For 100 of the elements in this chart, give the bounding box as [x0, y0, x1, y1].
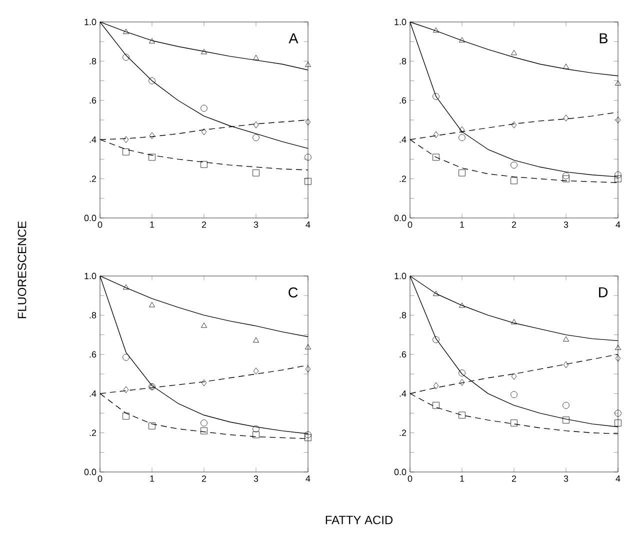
point: [511, 372, 517, 380]
point: [433, 382, 439, 390]
point: [304, 434, 312, 442]
point: [614, 410, 622, 417]
y-tick-label: .4: [90, 136, 96, 143]
point: [511, 319, 517, 324]
point: [122, 148, 130, 156]
point: [615, 80, 621, 86]
annotation: C: [288, 287, 298, 298]
x-tick-label: 4: [616, 476, 620, 482]
point: [510, 391, 518, 398]
point: [510, 420, 518, 426]
x-tick-label: 0: [98, 222, 102, 228]
point: [432, 336, 440, 344]
point: [149, 302, 155, 308]
point: [149, 38, 155, 44]
point: [432, 402, 440, 409]
x-tick-label: 3: [564, 476, 568, 482]
x-tick-label: 2: [512, 476, 516, 482]
point: [614, 171, 622, 178]
x-tick-label: 4: [306, 476, 310, 482]
point: [123, 284, 129, 290]
point: [305, 344, 311, 350]
point: [432, 154, 440, 161]
point: [432, 93, 440, 100]
y-tick-label: 0.0: [394, 214, 406, 222]
point: [148, 154, 156, 161]
point: [563, 336, 569, 342]
point: [510, 177, 518, 184]
point: [201, 322, 207, 328]
y-tick-label: 1.0: [84, 272, 96, 280]
y-tick-label: .8: [400, 312, 406, 318]
point: [253, 54, 259, 60]
annotation: A: [288, 33, 298, 44]
annotation: B: [600, 33, 608, 44]
point: [200, 104, 208, 112]
point: [433, 27, 439, 33]
y-tick-label: 0.0: [394, 468, 406, 476]
x-tick-label: 3: [254, 476, 258, 482]
point: [563, 64, 569, 69]
point: [511, 121, 517, 128]
point: [614, 420, 622, 426]
point: [459, 126, 465, 134]
y-tick-label: .2: [400, 430, 406, 436]
y-tick-label: .4: [90, 390, 96, 397]
y-axis-title: FLUORESCENCE: [18, 221, 26, 318]
point: [252, 425, 260, 432]
point: [252, 431, 260, 438]
point: [252, 134, 260, 142]
y-tick-label: .8: [90, 58, 96, 64]
annotation: D: [599, 287, 608, 298]
y-tick-label: .6: [400, 351, 406, 358]
y-tick-label: .2: [400, 176, 406, 182]
y-tick-label: .2: [90, 430, 96, 436]
point: [562, 172, 570, 180]
point: [615, 354, 621, 362]
point: [253, 368, 259, 374]
point: [433, 290, 439, 296]
point: [201, 48, 207, 54]
y-tick-label: 1.0: [394, 272, 406, 280]
point: [304, 431, 312, 438]
point: [562, 402, 570, 409]
point: [253, 121, 259, 128]
y-tick-label: .6: [400, 97, 406, 104]
x-tick-label: 4: [616, 222, 620, 228]
x-tick-label: 2: [202, 476, 206, 482]
point: [123, 386, 129, 394]
point: [304, 178, 312, 185]
point: [614, 175, 622, 182]
point: [201, 379, 207, 386]
point: [200, 420, 208, 426]
point: [458, 170, 466, 176]
point: [123, 28, 129, 34]
y-tick-label: .8: [400, 58, 406, 64]
point: [123, 136, 129, 143]
x-tick-label: 0: [98, 476, 102, 482]
point: [510, 162, 518, 168]
point: [562, 175, 570, 182]
y-tick-label: .8: [90, 312, 96, 318]
y-tick-label: .4: [400, 390, 406, 397]
y-tick-label: 1.0: [394, 18, 406, 26]
x-tick-label: 4: [306, 222, 310, 228]
point: [563, 361, 569, 368]
point: [201, 128, 207, 136]
x-tick-label: 0: [408, 222, 412, 228]
point: [458, 134, 466, 142]
point: [304, 154, 312, 161]
point: [562, 416, 570, 424]
x-tick-label: 2: [512, 222, 516, 228]
y-tick-label: .6: [90, 97, 96, 104]
point: [615, 116, 621, 124]
point: [511, 50, 517, 56]
point: [200, 161, 208, 168]
point: [122, 354, 130, 361]
point: [563, 114, 569, 122]
point: [458, 370, 466, 376]
point: [148, 77, 156, 84]
point: [149, 132, 155, 140]
y-tick-label: 1.0: [84, 18, 96, 26]
point: [253, 337, 259, 342]
